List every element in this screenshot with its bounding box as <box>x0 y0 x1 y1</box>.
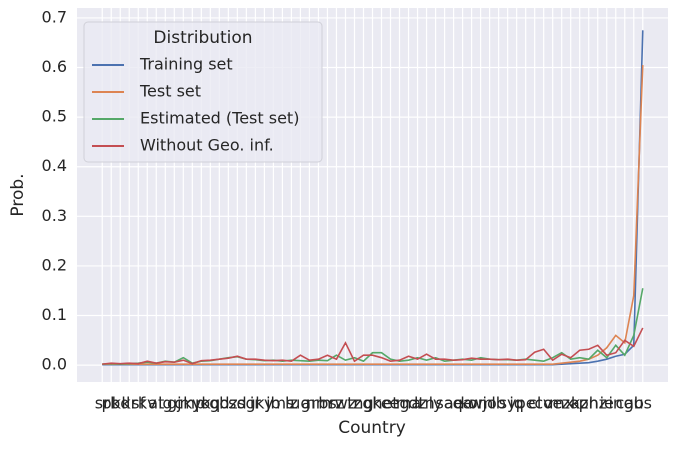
x-tick-label: ck <box>174 394 193 413</box>
y-tick-label: 0.4 <box>42 156 67 175</box>
x-tick-label: sa <box>436 394 454 413</box>
x-tick-label: ma <box>396 394 421 413</box>
y-tick-label: 0.1 <box>42 305 67 324</box>
x-tick-label: sf <box>131 394 145 413</box>
x-tick-label: ie <box>600 394 614 413</box>
x-tick-label: om <box>468 394 493 413</box>
x-tick-label: kr <box>121 394 137 413</box>
x-tick-label: co <box>534 394 553 413</box>
legend-title: Distribution <box>153 28 252 48</box>
x-tick-label: pk <box>102 394 122 413</box>
x-tick-label: gh <box>362 394 382 413</box>
legend-label: Estimated (Test set) <box>140 109 299 128</box>
x-tick-label: gd <box>209 394 229 413</box>
x-tick-label: ar <box>301 394 318 413</box>
x-tick-label: iq <box>509 394 524 413</box>
x-tick-label: mx <box>549 394 574 413</box>
x-tick-label: ly <box>429 394 443 413</box>
y-tick-label: 0.6 <box>42 57 67 76</box>
x-tick-label: sd <box>228 394 247 413</box>
x-tick-label: ig <box>158 394 173 413</box>
x-tick-label: yk <box>192 394 211 413</box>
x-tick-label: dz <box>408 394 427 413</box>
x-tick-label: ir <box>250 394 261 413</box>
x-tick-label: sr <box>95 394 110 413</box>
legend-label: Test set <box>139 82 201 101</box>
legend: Distribution Training set Test set Estimate… <box>83 21 323 163</box>
x-tick-label: bz <box>219 394 238 413</box>
x-tick-label: nm <box>306 394 332 413</box>
x-tick-label: oq <box>200 394 220 413</box>
x-tick-label: at <box>148 394 164 413</box>
y-axis-label: Prob. <box>8 173 28 216</box>
x-tick-label: et <box>382 394 398 413</box>
x-tick-label: kw <box>460 394 482 413</box>
x-tick-label: gb <box>624 394 644 413</box>
x-tick-label: bd <box>110 394 130 413</box>
x-tick-label: ky <box>255 394 273 413</box>
x-tick-label: za <box>562 394 580 413</box>
y-tick-label: 0.2 <box>42 255 67 274</box>
x-tick-label: ms <box>270 394 294 413</box>
x-tick-label: ae <box>444 394 464 413</box>
x-tick-label: ve <box>543 394 562 413</box>
x-tick-label: pe <box>516 394 536 413</box>
x-tick-label: mp <box>179 394 205 413</box>
series-line <box>102 327 644 365</box>
x-tick-label: lb <box>491 394 506 413</box>
x-tick-label: ca <box>615 394 634 413</box>
legend-box <box>83 21 323 163</box>
y-tick-label: 0.5 <box>42 107 67 126</box>
x-tick-label: tz <box>347 394 362 413</box>
y-tick-label: 0.0 <box>42 355 67 374</box>
x-tick-label: lz <box>285 394 298 413</box>
x-tick-label: eg <box>390 394 410 413</box>
x-tick-label: ug <box>290 394 310 413</box>
x-tick-label: in <box>608 394 623 413</box>
x-tick-label: ph <box>579 394 599 413</box>
x-tick-label: rz <box>329 394 344 413</box>
x-axis-label: Country <box>338 418 406 438</box>
y-tick-label: 0.3 <box>42 206 67 225</box>
x-tick-label: sg <box>237 394 256 413</box>
x-tick-label: jo <box>482 394 497 413</box>
x-tick-label: gj <box>167 394 182 413</box>
y-tick-label: 0.7 <box>42 7 67 26</box>
x-tick-label: sy <box>499 394 517 413</box>
legend-label: Without Geo. inf. <box>140 136 274 155</box>
x-tick-label: us <box>634 394 652 413</box>
x-tick-label: jb <box>265 394 281 413</box>
x-tick-label: kz <box>571 394 589 413</box>
lines <box>102 30 644 366</box>
legend-label: Training set <box>139 55 233 74</box>
x-tick-label: kv <box>138 394 157 413</box>
x-tick-label: ng <box>353 394 373 413</box>
x-tick-label: ke <box>372 394 391 413</box>
x-tick-label: tn <box>418 394 434 413</box>
x-tick-label: cl <box>528 394 541 413</box>
x-tick-label: nz <box>588 394 607 413</box>
x-tick-label: qa <box>453 394 473 413</box>
x-tick-label: bs <box>318 394 337 413</box>
x-tick-label: wz <box>335 394 356 413</box>
